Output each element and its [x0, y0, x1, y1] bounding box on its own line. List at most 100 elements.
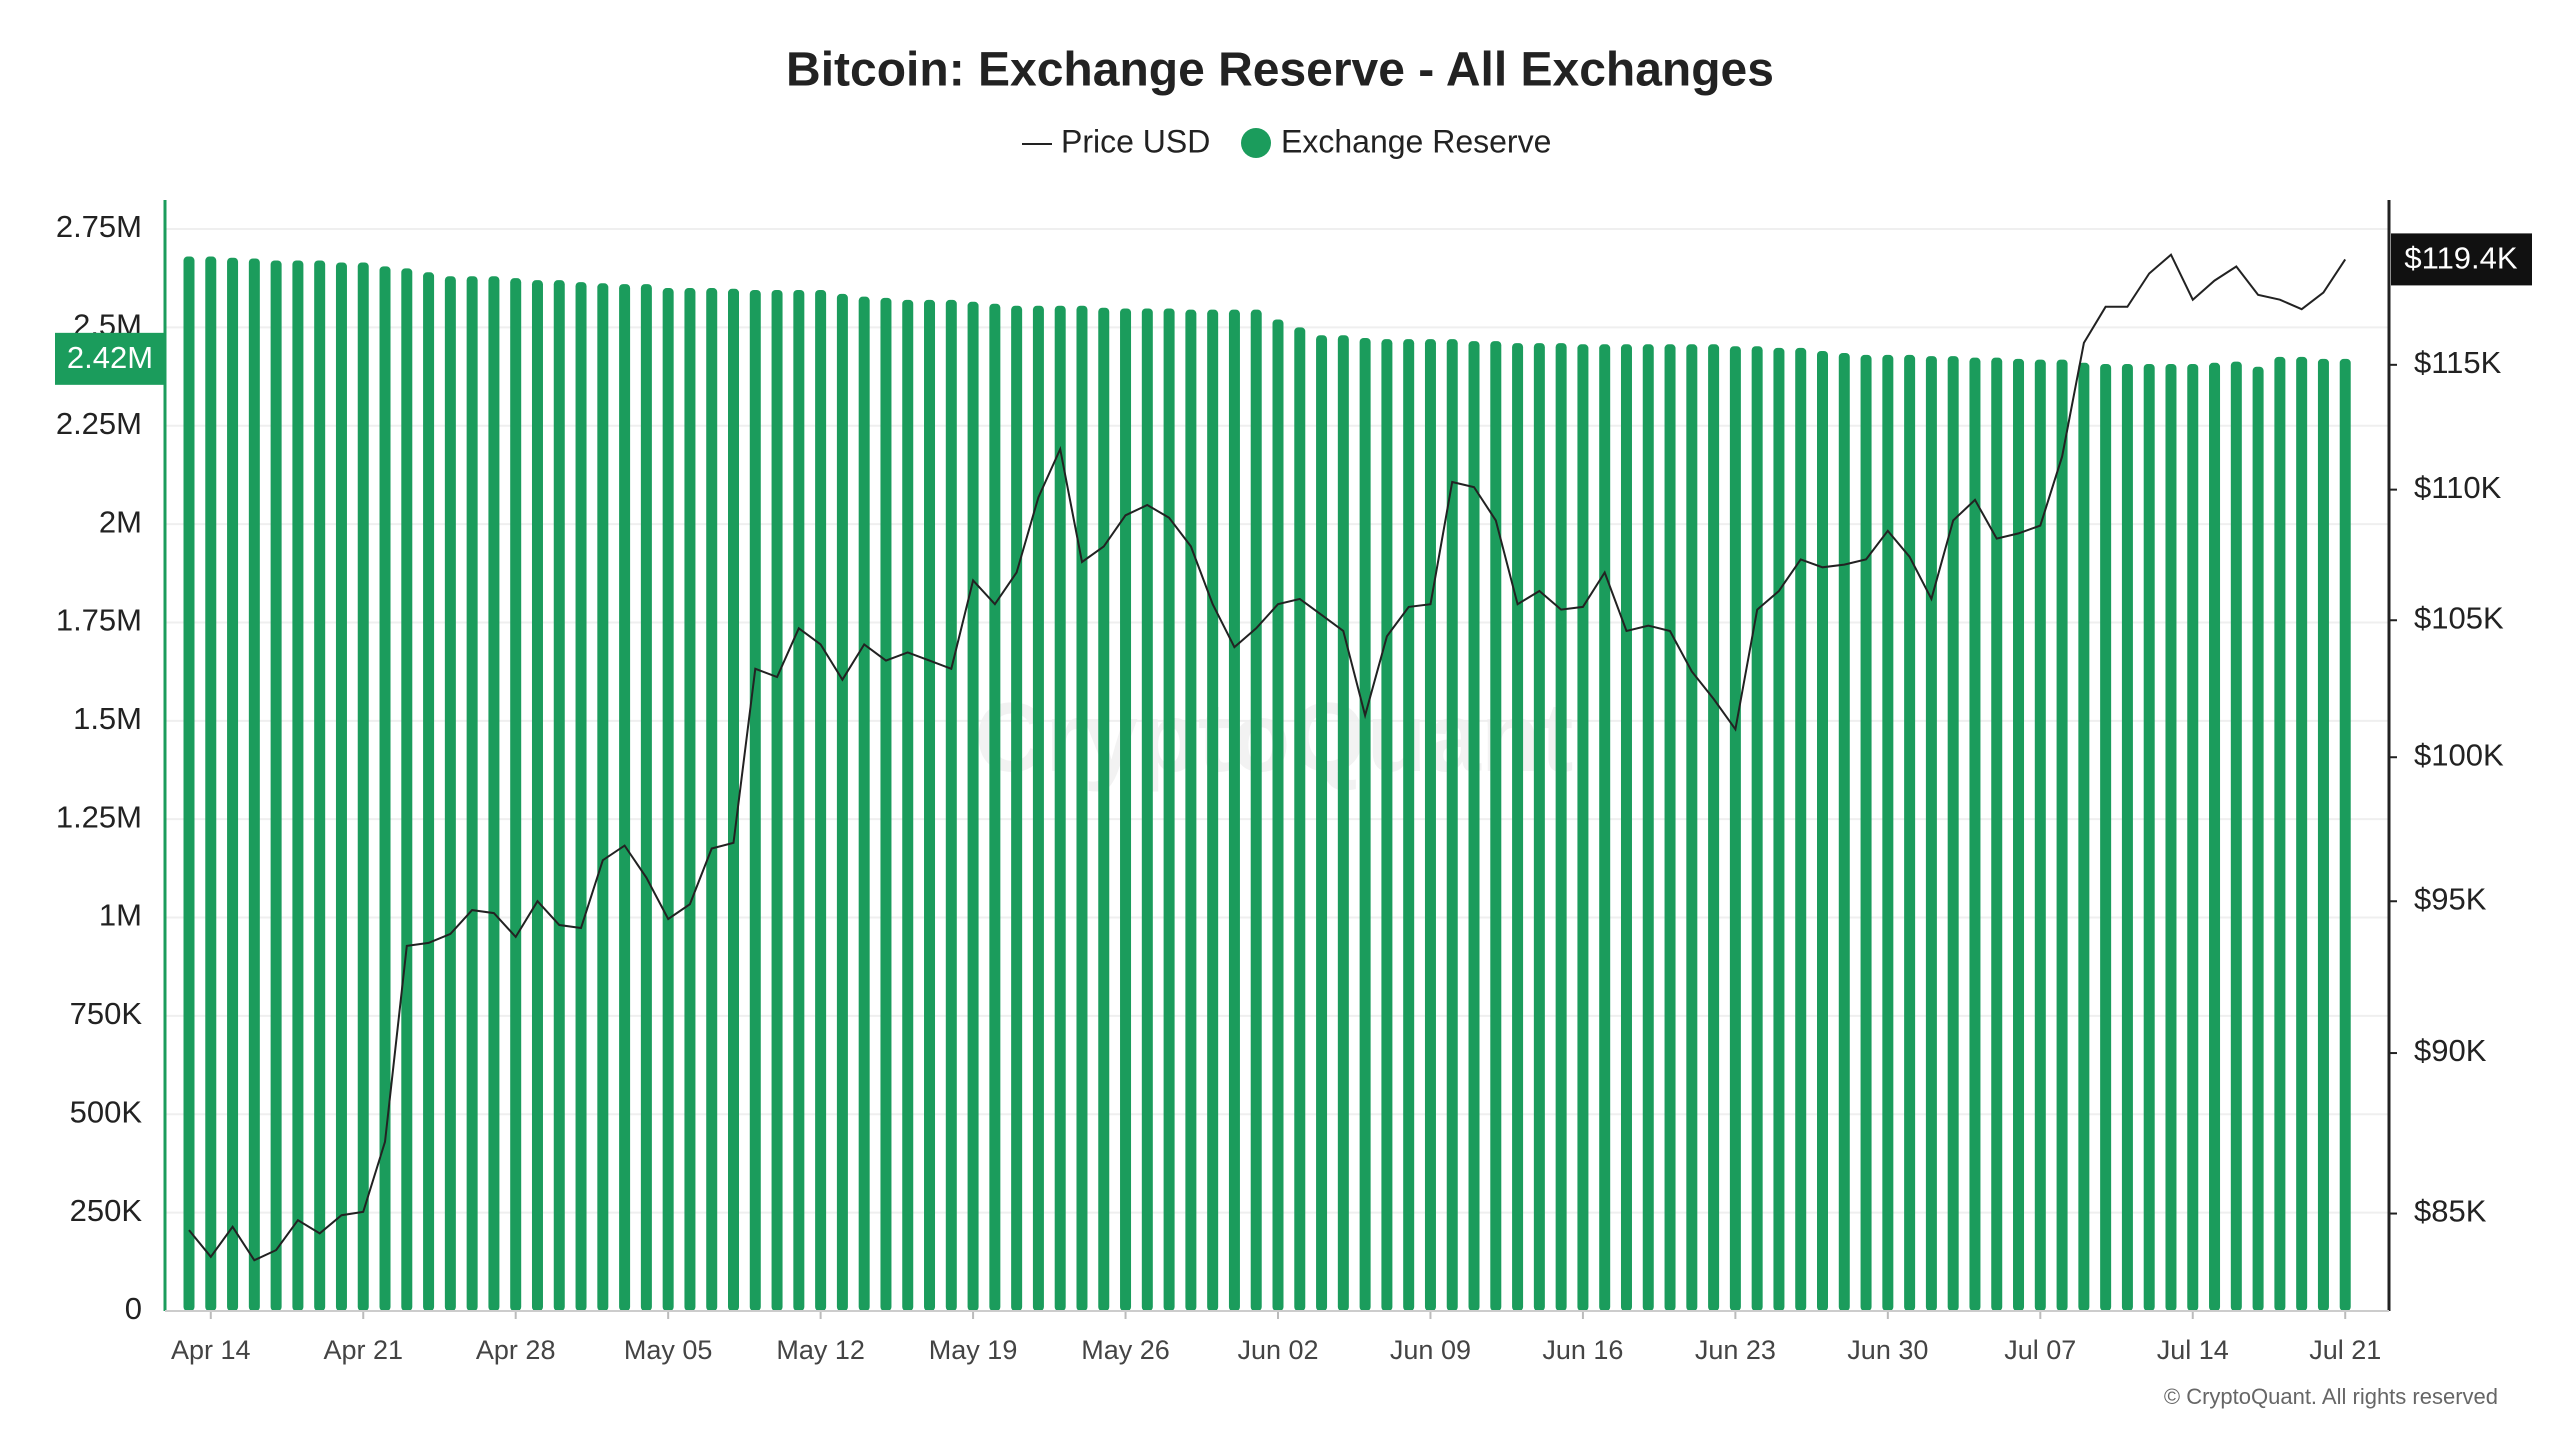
bar	[1642, 344, 1654, 1311]
bar	[227, 257, 239, 1311]
bar	[2100, 363, 2112, 1311]
x-tick-label: May 05	[624, 1335, 713, 1365]
y-tick-label: 250K	[70, 1193, 143, 1228]
bar	[684, 288, 696, 1311]
bar	[1403, 339, 1415, 1312]
bar	[662, 288, 674, 1311]
bar	[1555, 343, 1567, 1311]
x-tick-label: Jun 23	[1695, 1335, 1776, 1365]
y-tick-label: 500K	[70, 1094, 143, 1129]
x-tick-label: Apr 21	[323, 1335, 403, 1365]
y-tick-label: 2M	[99, 504, 142, 539]
last-value-label: 2.42M	[67, 340, 153, 375]
bar	[510, 278, 522, 1311]
bar	[2034, 359, 2046, 1311]
last-value-label: $119.4K	[2404, 241, 2518, 276]
bar	[2165, 363, 2177, 1311]
bar	[945, 299, 957, 1312]
bar	[1708, 344, 1720, 1311]
bar	[1729, 346, 1741, 1311]
bar	[2339, 358, 2351, 1312]
copyright: © CryptoQuant. All rights reserved	[2164, 1384, 2498, 1409]
bar	[924, 299, 936, 1312]
bar	[2078, 362, 2090, 1311]
bar	[466, 276, 478, 1311]
legend-label[interactable]: Price USD	[1061, 123, 1210, 159]
bar	[205, 256, 217, 1312]
x-tick-label: Jun 30	[1847, 1335, 1928, 1365]
bar	[1947, 356, 1959, 1311]
bar	[1098, 307, 1110, 1311]
bar	[1991, 357, 2003, 1311]
bar	[2209, 362, 2221, 1311]
bar	[1446, 339, 1458, 1312]
bar	[2013, 358, 2025, 1312]
x-tick-label: Jul 07	[2004, 1335, 2076, 1365]
x-tick-label: Jul 14	[2157, 1335, 2229, 1365]
y-tick-label: 1.5M	[73, 701, 142, 736]
bar	[1250, 309, 1262, 1311]
bar	[815, 289, 827, 1311]
bar	[597, 283, 609, 1311]
y-tick-label: 1.25M	[56, 799, 142, 834]
last-value-tag	[55, 332, 164, 385]
y2-tick-label: $100K	[2414, 737, 2504, 772]
bar	[423, 272, 435, 1311]
bar	[2274, 356, 2286, 1311]
bar	[1599, 344, 1611, 1311]
lines	[188, 253, 2347, 1262]
bar	[967, 301, 979, 1312]
bar	[1904, 354, 1916, 1311]
bar	[314, 260, 326, 1312]
bar	[1773, 347, 1785, 1312]
bar	[1054, 305, 1066, 1311]
bar	[1751, 346, 1763, 1311]
bar	[1512, 343, 1524, 1311]
bar	[1577, 344, 1589, 1311]
bar	[1294, 327, 1306, 1311]
bar	[2143, 363, 2155, 1311]
bar	[183, 256, 195, 1312]
bar	[880, 297, 892, 1311]
y2-tick-label: $85K	[2414, 1194, 2487, 1229]
x-tick-label: Jun 09	[1390, 1335, 1471, 1365]
bar	[2187, 363, 2199, 1311]
y2-tick-label: $95K	[2414, 881, 2487, 916]
x-tick-label: Apr 14	[171, 1335, 251, 1365]
bar	[836, 293, 848, 1311]
y-tick-label: 2.25M	[56, 406, 142, 441]
bar	[1207, 309, 1219, 1311]
y-tick-label: 1.75M	[56, 603, 142, 638]
bar	[553, 280, 565, 1312]
bar	[401, 268, 413, 1311]
bar	[1817, 350, 1828, 1311]
bar	[379, 266, 391, 1311]
bar	[1120, 308, 1132, 1312]
bar	[1163, 308, 1175, 1312]
bar	[292, 260, 304, 1312]
bar	[1076, 305, 1088, 1311]
y2-tick-label: $115K	[2414, 345, 2502, 380]
y2-tick-label: $110K	[2414, 470, 2502, 505]
bar	[1011, 305, 1023, 1311]
bar	[2296, 356, 2308, 1311]
axes: 0250K500K750K1M1.25M1.5M1.75M2M2.25M2.5M…	[55, 200, 2532, 1365]
bar	[1381, 339, 1393, 1312]
x-tick-label: Jul 21	[2309, 1335, 2381, 1365]
bar	[1686, 344, 1698, 1311]
bar	[2056, 359, 2068, 1311]
bar	[1185, 309, 1197, 1311]
y2-tick-label: $105K	[2414, 600, 2504, 635]
price-line	[188, 253, 2347, 1262]
bar	[575, 282, 587, 1312]
last-value-tag	[2391, 233, 2532, 286]
x-tick-label: Jun 02	[1237, 1335, 1318, 1365]
bar	[1882, 354, 1894, 1311]
legend-label[interactable]: Exchange Reserve	[1281, 123, 1551, 159]
bar	[1969, 357, 1981, 1311]
bar	[488, 276, 500, 1311]
bar	[2252, 366, 2264, 1311]
bar	[728, 288, 739, 1312]
bar	[1032, 305, 1044, 1311]
